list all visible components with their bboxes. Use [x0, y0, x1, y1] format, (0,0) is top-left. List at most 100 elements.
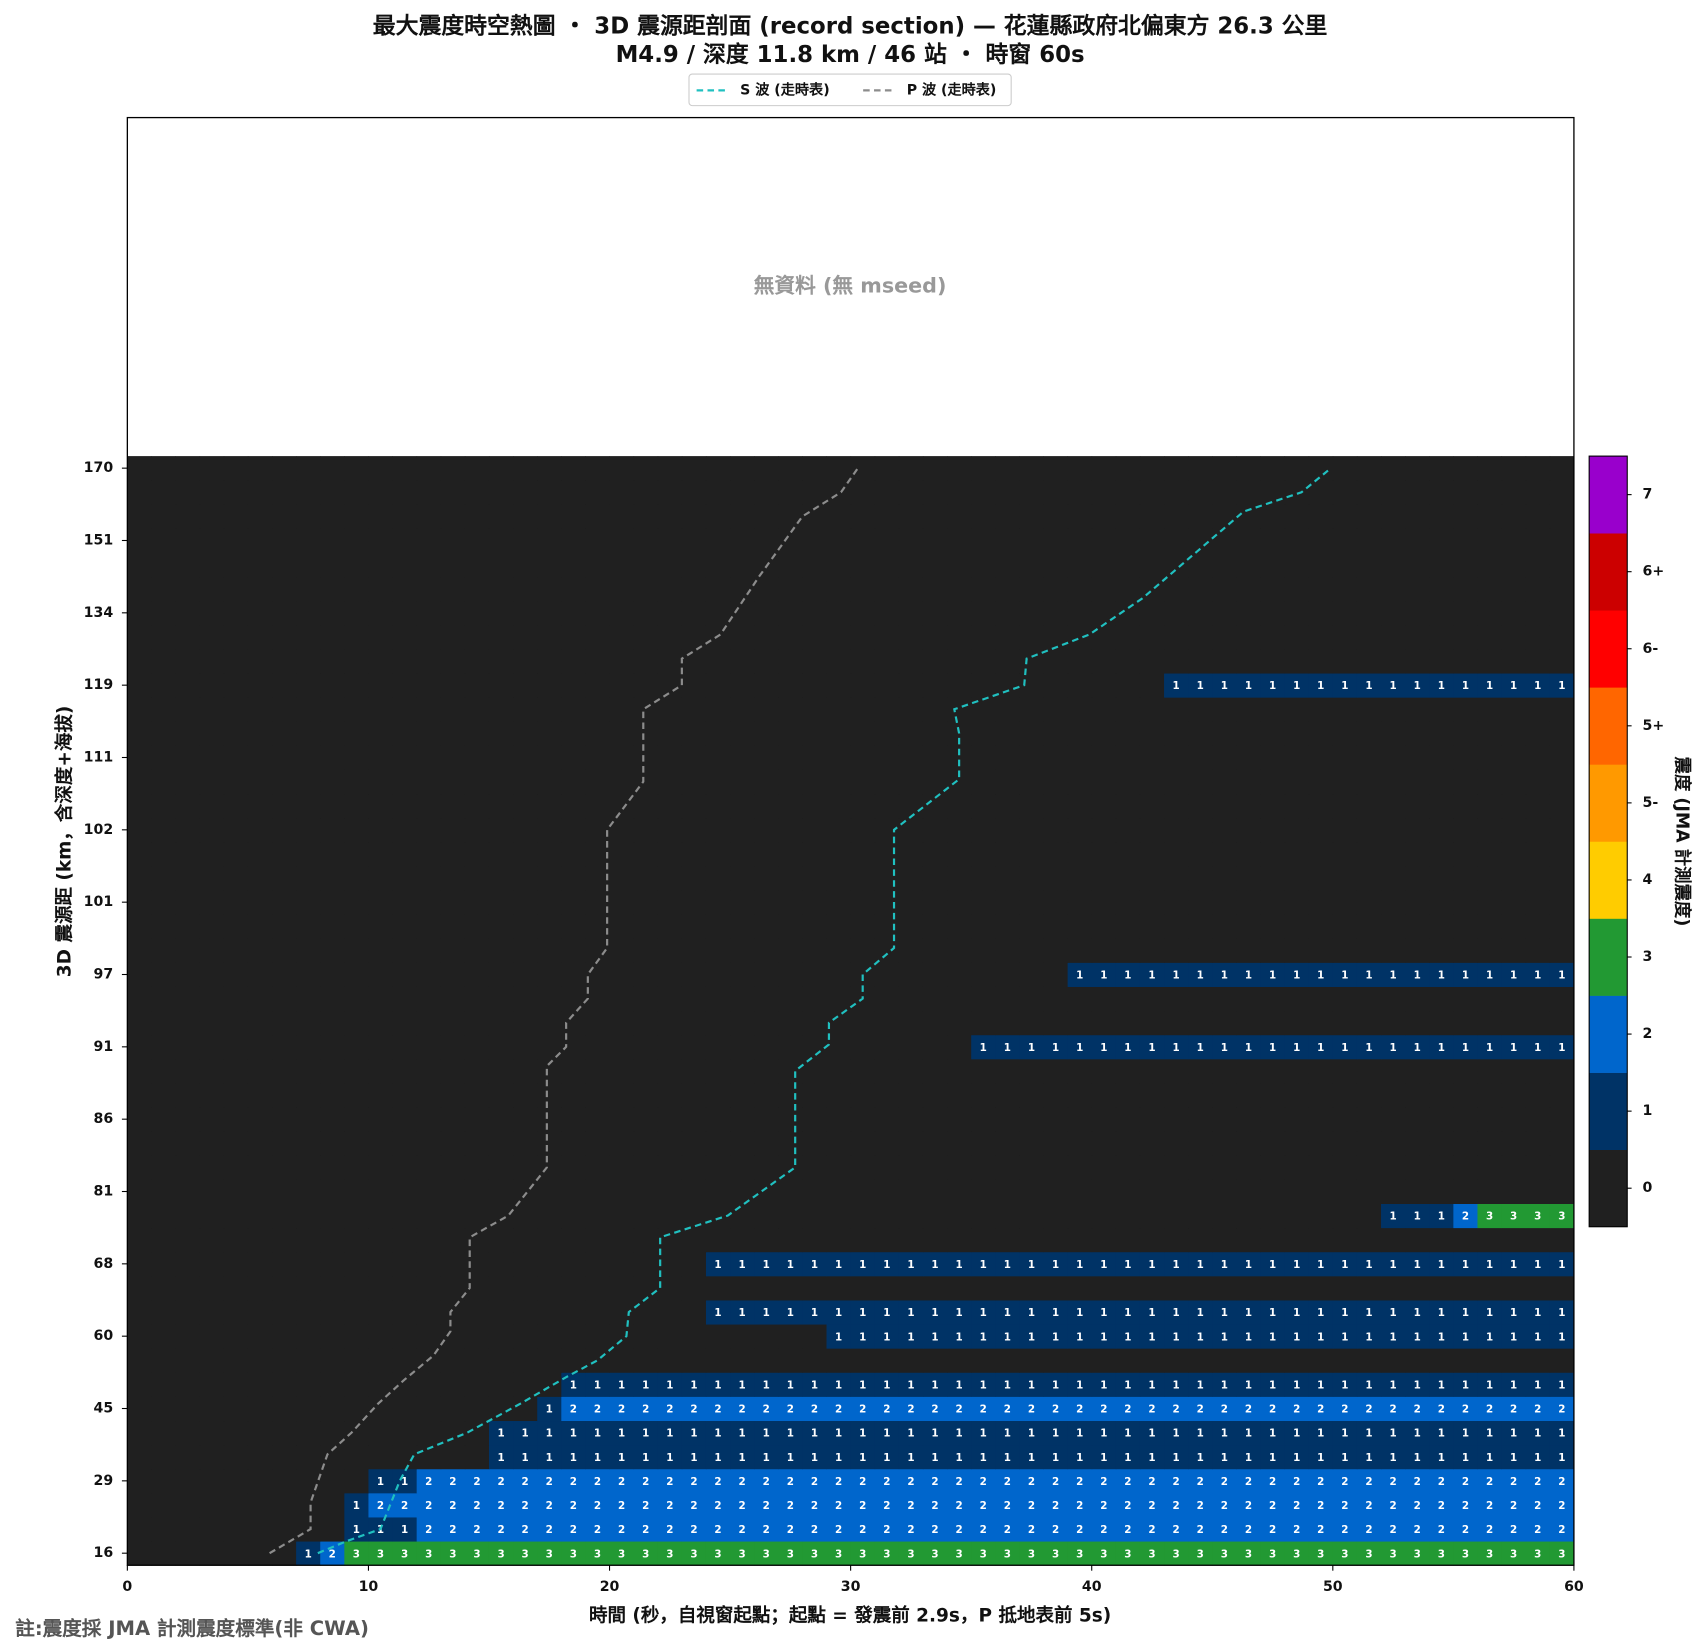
heat-cell — [151, 793, 177, 819]
heat-cell — [1043, 1227, 1069, 1253]
heat-cell — [850, 1517, 876, 1542]
heat-cell — [1501, 1541, 1527, 1566]
cell-label: 2 — [883, 1404, 890, 1416]
heat-cell — [488, 1420, 514, 1446]
heat-cell — [1308, 1155, 1334, 1180]
heat-cell — [1525, 962, 1551, 987]
heat-cell — [1332, 962, 1358, 987]
heat-cell — [344, 1468, 369, 1494]
heat-cell — [995, 1131, 1020, 1156]
heat-cell — [947, 504, 972, 529]
heat-cell — [971, 721, 996, 746]
heat-cell — [826, 817, 852, 843]
heat-cell — [681, 938, 707, 963]
heat-cell — [1429, 890, 1454, 915]
heat-cell — [1091, 1468, 1117, 1494]
heat-cell — [1115, 504, 1141, 529]
heat-cell — [440, 866, 466, 891]
heat-cell — [1043, 890, 1069, 915]
heat-cell — [1188, 1155, 1213, 1180]
heat-cell — [1284, 1396, 1310, 1422]
heat-cell — [874, 1517, 900, 1542]
heat-cell — [995, 1348, 1020, 1373]
heat-cell — [1405, 528, 1430, 553]
heat-cell — [1477, 528, 1503, 553]
heat-cell — [1019, 793, 1044, 819]
heat-cell — [1308, 1396, 1334, 1422]
heat-cell — [585, 1107, 610, 1132]
heat-cell — [1067, 721, 1093, 746]
cell-label: 2 — [1486, 1404, 1493, 1416]
chart-subtitle: M4.9 / 深度 11.8 km / 46 站 ・ 時窗 60s — [616, 41, 1085, 68]
heat-cell — [922, 769, 948, 795]
heat-cell — [947, 938, 972, 963]
heat-cell — [1164, 480, 1189, 505]
heat-cell — [464, 1492, 490, 1518]
heat-cell — [223, 1444, 249, 1470]
heat-cell — [1549, 504, 1575, 529]
heat-cell — [320, 986, 345, 1012]
heat-cell — [874, 1034, 900, 1060]
heat-cell — [1381, 938, 1406, 963]
heat-cell — [1236, 1058, 1261, 1084]
heat-cell — [609, 576, 635, 602]
heat-cell — [971, 986, 996, 1012]
heat-cell — [1091, 1179, 1117, 1205]
heat-cell — [585, 1492, 610, 1518]
heat-cell — [947, 1010, 972, 1036]
heat-cell — [1356, 576, 1382, 602]
heat-cell — [296, 600, 321, 626]
heat-cell — [1501, 890, 1527, 915]
heat-cell — [440, 721, 466, 746]
heat-cell — [1381, 480, 1406, 505]
heat-cell — [1139, 456, 1165, 481]
heat-cell — [1019, 866, 1044, 891]
heat-cell — [513, 1468, 538, 1494]
heat-cell — [1356, 600, 1382, 626]
heat-cell — [320, 1034, 345, 1060]
heat-cell — [320, 914, 345, 939]
heat-cell — [585, 1034, 610, 1060]
heat-cell — [127, 793, 152, 819]
heat-cell — [175, 1203, 201, 1229]
heat-cell — [368, 1227, 393, 1253]
heat-cell — [127, 1444, 152, 1470]
cell-label: 1 — [787, 1259, 794, 1271]
cell-label: 2 — [570, 1524, 577, 1536]
heat-cell — [320, 1275, 345, 1301]
heat-cell — [1164, 1010, 1189, 1036]
heat-cell — [898, 914, 924, 939]
heat-cell — [754, 624, 779, 650]
heat-cell — [1356, 1179, 1382, 1205]
heat-cell — [513, 721, 538, 746]
heat-cell — [1043, 721, 1069, 746]
heat-cell — [1139, 1131, 1165, 1156]
heat-cell — [1260, 938, 1286, 963]
heat-cell — [1501, 938, 1527, 963]
heat-cell — [995, 986, 1020, 1012]
heat-cell — [1091, 986, 1117, 1012]
heat-cell — [1236, 1517, 1261, 1542]
heat-cell — [754, 1251, 779, 1277]
x-tick-label: 20 — [600, 1579, 620, 1595]
cell-label: 2 — [1197, 1404, 1204, 1416]
heat-cell — [416, 1010, 442, 1036]
cell-label: 2 — [570, 1500, 577, 1512]
heat-cell — [272, 1155, 297, 1180]
heat-cell — [971, 1541, 996, 1566]
cell-label: 2 — [1028, 1476, 1035, 1488]
heat-cell — [561, 1131, 586, 1156]
heat-cell — [1332, 1179, 1358, 1205]
heat-cell — [1212, 938, 1237, 963]
heat-cell — [1549, 1420, 1575, 1446]
heat-cell — [1019, 1179, 1044, 1205]
heat-cell — [1115, 648, 1141, 674]
heat-cell — [657, 1444, 683, 1470]
heat-cell — [1139, 1324, 1165, 1349]
heat-cell — [705, 1396, 731, 1422]
heat-cell — [609, 914, 635, 939]
heat-cell — [633, 817, 659, 843]
heat-cell — [513, 1058, 538, 1084]
heat-cell — [826, 576, 852, 602]
cell-label: 2 — [907, 1476, 914, 1488]
